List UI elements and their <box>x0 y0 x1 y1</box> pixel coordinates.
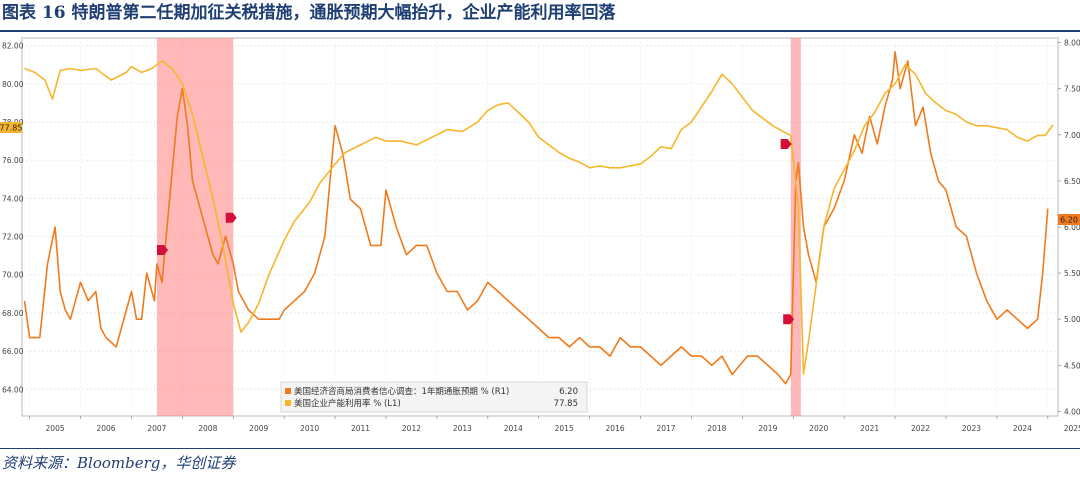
x-tick-label: 2009 <box>249 424 268 433</box>
x-tick-label: 2025 <box>1064 424 1080 433</box>
x-tick-label: 2022 <box>911 424 930 433</box>
recession-band-1 <box>790 38 801 416</box>
chart: 82.0080.0078.0076.0074.0072.0070.0068.00… <box>0 37 1080 433</box>
x-tick-label: 2008 <box>198 424 217 433</box>
source-note: 资料来源：Bloomberg，华创证券 <box>2 454 236 472</box>
right-tick-label: 8.00 <box>1064 39 1080 48</box>
x-tick-label: 2011 <box>351 424 370 433</box>
recession-shading <box>156 38 801 416</box>
legend-swatch-series1 <box>285 388 291 394</box>
footer-rule <box>0 448 1080 449</box>
series-line-2 <box>24 60 1054 375</box>
x-tick-label: 2024 <box>1013 424 1032 433</box>
left-tick-label: 80.00 <box>2 80 24 89</box>
event-marker-1 <box>225 212 237 223</box>
right-last-value-badge: 6.20 <box>1058 214 1080 225</box>
series-line-1 <box>23 51 1049 385</box>
x-tick-label: 2015 <box>555 424 574 433</box>
x-tick-label: 2007 <box>147 424 166 433</box>
left-tick-label: 74.00 <box>2 194 24 203</box>
right-tick-label: 4.00 <box>1064 407 1080 416</box>
x-tick-label: 2014 <box>504 424 523 433</box>
x-tick-label: 2021 <box>860 424 879 433</box>
x-tick-label: 2018 <box>707 424 726 433</box>
legend-label-series2: 美国企业产能利用率 % (L1) <box>294 398 401 409</box>
event-marker-3 <box>783 314 795 325</box>
x-tick-label: 2016 <box>606 424 625 433</box>
series-lines <box>23 51 1054 385</box>
x-axis: 2005 2006 2007 2008 2009 2010 2011 2012 2013 2014… <box>29 416 1080 433</box>
legend: 美国经济咨商局消费者信心调查：1年期通胀预期 % (R1) 6.20 美国企业产… <box>280 381 588 413</box>
right-tick-label: 6.50 <box>1064 177 1080 186</box>
x-tick-label: 2005 <box>46 424 65 433</box>
left-tick-label: 72.00 <box>2 233 24 242</box>
x-tick-label: 2023 <box>962 424 981 433</box>
right-axis: 8.00 7.50 7.00 6.50 6.00 5.50 5.00 4.50 4.00 <box>1058 39 1080 416</box>
legend-value-series1: 6.20 <box>559 387 578 397</box>
left-tick-label: 66.00 <box>2 347 24 356</box>
legend-box <box>280 381 588 413</box>
x-tick-label: 2019 <box>758 424 777 433</box>
right-tick-label: 7.00 <box>1064 131 1080 140</box>
recession-band-0 <box>156 38 234 416</box>
left-last-value: 77.85 <box>0 124 22 133</box>
page-title: 图表 16 特朗普第二任期加征关税措施，通胀预期大幅抬升，企业产能利用率回落 <box>2 3 616 23</box>
right-tick-label: 5.50 <box>1064 269 1080 278</box>
event-marker-0 <box>157 245 168 256</box>
event-markers <box>157 139 795 325</box>
left-tick-label: 70.00 <box>2 271 24 280</box>
x-tick-label: 2010 <box>300 424 319 433</box>
title-rule <box>0 30 1080 32</box>
left-axis: 82.0080.0078.0076.0074.0072.0070.0068.00… <box>2 42 24 395</box>
right-tick-label: 4.50 <box>1064 361 1080 370</box>
right-tick-label: 5.00 <box>1064 315 1080 324</box>
left-tick-label: 82.00 <box>2 42 24 51</box>
x-tick-label: 2017 <box>656 424 675 433</box>
right-last-value: 6.20 <box>1060 216 1078 225</box>
legend-label-series1: 美国经济咨商局消费者信心调查：1年期通胀预期 % (R1) <box>294 386 509 397</box>
x-tick-label: 2020 <box>809 424 828 433</box>
x-tick-label: 2013 <box>453 424 472 433</box>
left-tick-label: 64.00 <box>2 385 24 394</box>
left-last-value-badge: 77.85 <box>0 122 22 133</box>
x-tick-label: 2012 <box>402 424 421 433</box>
legend-swatch-series2 <box>285 400 291 406</box>
left-tick-label: 68.00 <box>2 309 24 318</box>
x-tick-label: 2006 <box>96 424 115 433</box>
right-tick-label: 7.50 <box>1064 85 1080 94</box>
legend-value-series2: 77.85 <box>554 399 578 409</box>
right-tick-label: 6.00 <box>1064 223 1080 232</box>
event-marker-2 <box>780 139 792 150</box>
left-tick-label: 76.00 <box>2 156 24 165</box>
